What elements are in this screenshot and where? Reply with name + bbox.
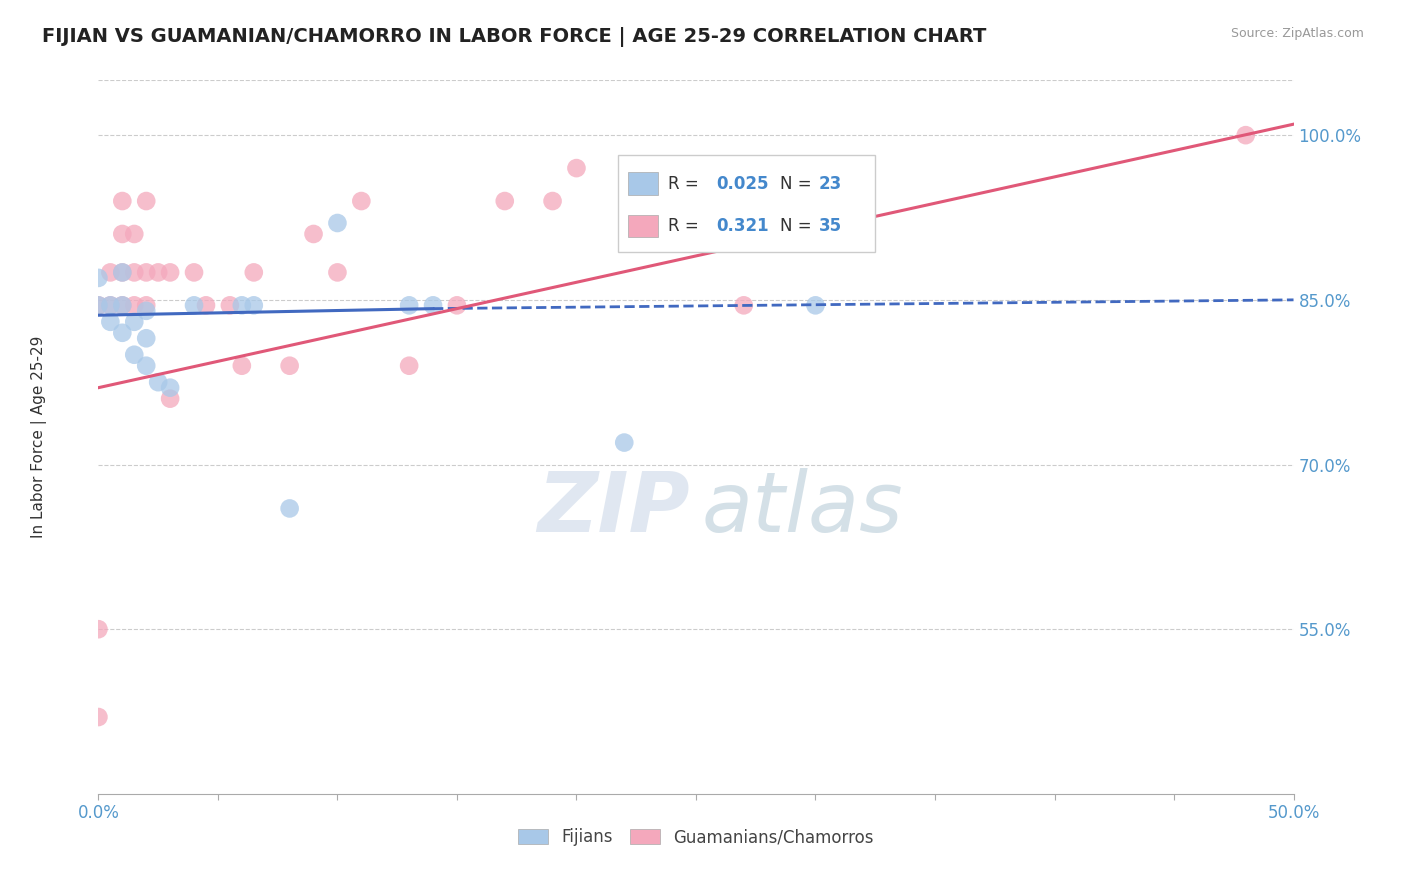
Point <box>613 435 636 450</box>
Point <box>398 298 420 312</box>
Point <box>1234 128 1257 143</box>
Point <box>446 298 468 312</box>
Point <box>350 194 373 208</box>
Point <box>159 381 181 395</box>
Point <box>219 298 242 312</box>
Point <box>135 359 157 373</box>
Point <box>87 298 110 312</box>
Point <box>111 265 134 279</box>
Point <box>231 359 253 373</box>
Point <box>111 265 134 279</box>
Point <box>159 265 181 279</box>
Point <box>326 216 349 230</box>
Point <box>124 348 146 362</box>
Point <box>541 194 564 208</box>
Point <box>135 265 157 279</box>
Point <box>111 227 134 241</box>
Text: R =: R = <box>668 175 704 193</box>
FancyBboxPatch shape <box>628 215 658 237</box>
Point <box>135 331 157 345</box>
Point <box>804 298 827 312</box>
Text: R =: R = <box>668 217 704 235</box>
Point <box>98 265 122 279</box>
Text: atlas: atlas <box>702 468 904 549</box>
FancyBboxPatch shape <box>619 155 876 252</box>
Point <box>98 315 122 329</box>
Point <box>326 265 349 279</box>
Point <box>87 271 110 285</box>
Text: 23: 23 <box>820 175 842 193</box>
Legend: Fijians, Guamanians/Chamorros: Fijians, Guamanians/Chamorros <box>519 828 873 847</box>
Text: N =: N = <box>780 217 817 235</box>
Point <box>195 298 218 312</box>
Point <box>148 265 170 279</box>
Text: In Labor Force | Age 25-29: In Labor Force | Age 25-29 <box>31 336 46 538</box>
Text: 0.025: 0.025 <box>716 175 769 193</box>
Point <box>135 194 157 208</box>
Point <box>183 265 205 279</box>
Point <box>302 227 325 241</box>
Point <box>135 298 157 312</box>
FancyBboxPatch shape <box>628 172 658 195</box>
Point <box>422 298 444 312</box>
Point <box>87 710 110 724</box>
Point <box>135 303 157 318</box>
Point <box>159 392 181 406</box>
Point <box>494 194 516 208</box>
Point <box>87 622 110 636</box>
Point <box>124 265 146 279</box>
Point <box>278 359 301 373</box>
Text: FIJIAN VS GUAMANIAN/CHAMORRO IN LABOR FORCE | AGE 25-29 CORRELATION CHART: FIJIAN VS GUAMANIAN/CHAMORRO IN LABOR FO… <box>42 27 987 46</box>
Point <box>111 298 134 312</box>
Point <box>98 298 122 312</box>
Text: Source: ZipAtlas.com: Source: ZipAtlas.com <box>1230 27 1364 40</box>
Point <box>243 265 266 279</box>
Point <box>111 298 134 312</box>
Text: 0.321: 0.321 <box>716 217 769 235</box>
Point <box>111 326 134 340</box>
Point <box>98 298 122 312</box>
Point <box>124 227 146 241</box>
Point <box>398 359 420 373</box>
Point <box>148 375 170 389</box>
Text: ZIP: ZIP <box>537 468 690 549</box>
Point <box>124 298 146 312</box>
Point <box>565 161 588 175</box>
Point <box>87 298 110 312</box>
Point <box>231 298 253 312</box>
Point <box>278 501 301 516</box>
Point <box>183 298 205 312</box>
Point <box>673 161 696 175</box>
Point <box>243 298 266 312</box>
Point <box>124 315 146 329</box>
Point <box>111 194 134 208</box>
Text: 35: 35 <box>820 217 842 235</box>
Text: N =: N = <box>780 175 817 193</box>
Point <box>733 298 755 312</box>
